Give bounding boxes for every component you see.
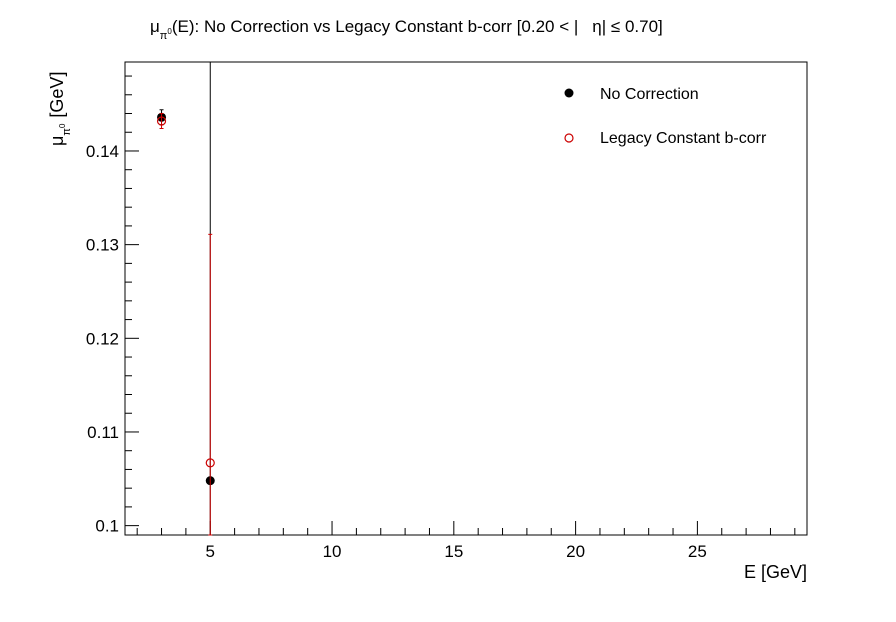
x-axis-tick-labels: 5 10 15 20 25 (206, 542, 707, 561)
legend-marker-no-correction (564, 88, 574, 98)
y-tick-label: 0.11 (87, 423, 119, 442)
chart-title: μπ0(E): No Correction vs Legacy Constant… (150, 17, 663, 42)
y-axis-title: μπ0 [GeV] (47, 72, 73, 146)
x-axis-ticks (136, 521, 796, 535)
legend-label-legacy: Legacy Constant b-corr (600, 130, 767, 147)
ylabel-sup: 0 (58, 123, 67, 128)
ylabel-unit: [GeV] (47, 72, 67, 118)
y-tick-label: 0.13 (86, 236, 119, 255)
data-layer (156, 62, 215, 536)
x-tick-label: 10 (323, 542, 342, 561)
x-axis-title: E [GeV] (744, 562, 807, 582)
data-point (205, 458, 215, 468)
x-tick-label: 5 (206, 542, 215, 561)
x-tick-label: 20 (566, 542, 585, 561)
title-sup: 0 (167, 27, 172, 36)
svg-text:μπ0[GeV]: μπ0 [GeV] (47, 72, 73, 146)
data-point (156, 116, 167, 126)
legend: No Correction Legacy Constant b-corr (564, 86, 767, 147)
x-tick-label: 15 (444, 542, 463, 561)
x-tick-label: 25 (688, 542, 707, 561)
y-axis-tick-labels: 0.1 0.11 0.12 0.13 0.14 (86, 142, 119, 536)
title-mu: μ (150, 17, 160, 36)
legend-label-no-correction: No Correction (600, 86, 699, 103)
y-tick-label: 0.1 (95, 517, 119, 536)
ylabel-sub: π (61, 128, 73, 136)
y-tick-label: 0.12 (86, 329, 119, 348)
title-eta: η| ≤ 0.70] (592, 17, 662, 36)
plot-frame (124, 61, 808, 536)
ylabel-mu: μ (47, 136, 67, 146)
y-tick-label: 0.14 (86, 142, 119, 161)
y-axis-ticks (125, 75, 139, 527)
legend-marker-legacy (564, 133, 574, 143)
title-main: (E): No Correction vs Legacy Constant b-… (172, 17, 578, 36)
title-sub: π (160, 30, 168, 42)
